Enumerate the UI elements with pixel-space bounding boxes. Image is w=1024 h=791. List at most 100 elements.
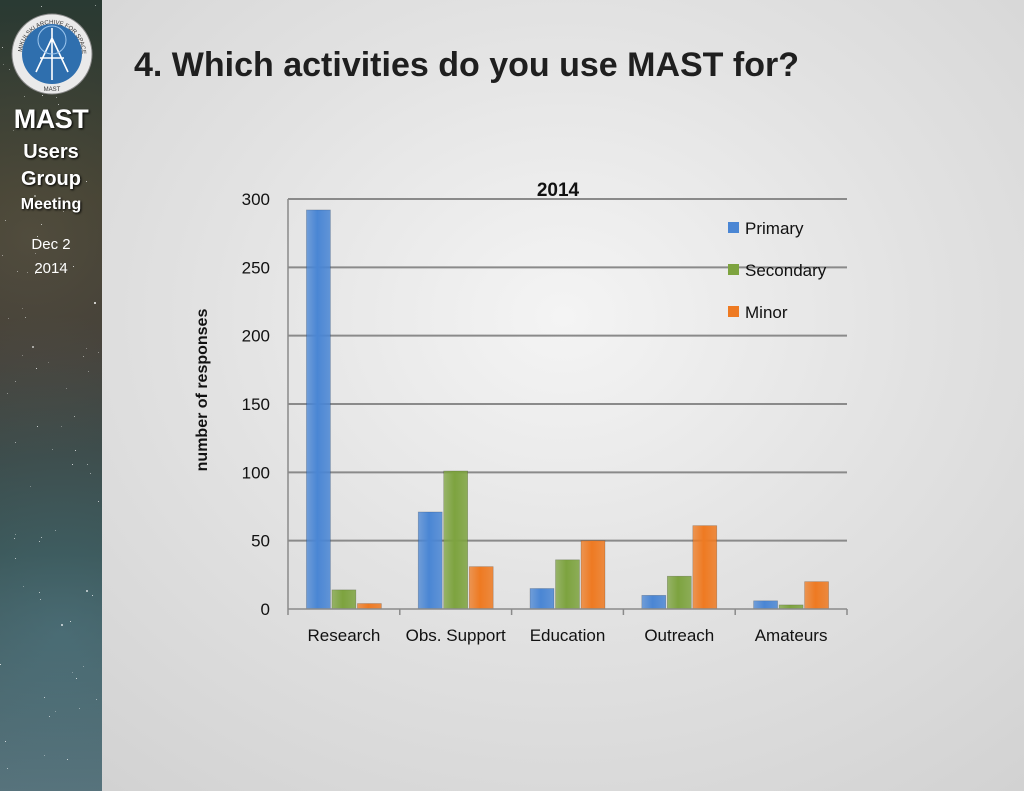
star-dot xyxy=(34,195,36,197)
bar-primary-amateurs xyxy=(753,600,778,610)
star-dot xyxy=(25,317,26,318)
sidebar-title-users: Users xyxy=(23,141,79,163)
slide-title: 4. Which activities do you use MAST for? xyxy=(134,46,799,84)
sidebar-title-mast: MAST xyxy=(13,104,89,134)
star-dot xyxy=(90,473,91,474)
star-dot xyxy=(2,255,3,256)
star-dot xyxy=(14,538,15,539)
star-dot xyxy=(35,253,36,254)
bar-minor-amateurs xyxy=(804,581,829,610)
logo-center-text: MAST xyxy=(44,87,61,93)
star-dot xyxy=(41,6,42,7)
x-tick-label: Outreach xyxy=(644,626,714,645)
star-dot xyxy=(22,308,23,309)
star-dot xyxy=(44,697,45,698)
bar-minor-obs-support xyxy=(468,566,494,610)
star-dot xyxy=(2,47,3,48)
star-dot xyxy=(55,711,56,712)
star-dot xyxy=(13,130,14,131)
star-dot xyxy=(65,183,66,184)
star-dot xyxy=(37,236,38,237)
bar-primary-obs-support xyxy=(417,511,443,610)
chart-title: 2014 xyxy=(537,180,580,201)
sidebar: MIKULSKI ARCHIVE FOR SPACE TELESCOPES MA… xyxy=(0,0,102,791)
bar-secondary-education xyxy=(555,559,580,610)
mast-logo: MIKULSKI ARCHIVE FOR SPACE TELESCOPES MA… xyxy=(8,8,94,96)
star-dot xyxy=(5,741,6,742)
y-tick-label: 100 xyxy=(242,463,270,482)
star-dot xyxy=(83,666,84,667)
sidebar-title-meeting: Meeting xyxy=(20,196,82,213)
meeting-date-year: 2014 xyxy=(34,260,68,277)
star-dot xyxy=(17,271,18,272)
star-dot xyxy=(72,672,73,673)
star-dot xyxy=(48,362,49,363)
star-dot xyxy=(76,678,77,679)
star-dot xyxy=(22,355,23,356)
star-dot xyxy=(56,97,57,98)
bar-minor-research xyxy=(357,603,382,610)
star-dot xyxy=(72,464,73,465)
star-dot xyxy=(95,5,96,6)
y-tick-label: 300 xyxy=(242,190,270,209)
bar-minor-outreach xyxy=(692,525,718,610)
star-dot xyxy=(70,621,71,622)
star-dot xyxy=(63,211,64,212)
star-dot xyxy=(15,558,16,559)
star-dot xyxy=(67,759,68,760)
y-tick-label: 150 xyxy=(242,395,270,414)
star-dot xyxy=(73,266,74,267)
star-dot xyxy=(58,104,59,105)
star-dot xyxy=(41,224,42,225)
star-dot xyxy=(94,302,96,304)
star-dot xyxy=(83,356,84,357)
star-dot xyxy=(9,69,10,70)
star-dot xyxy=(96,699,97,700)
x-tick-label: Obs. Support xyxy=(406,626,506,645)
legend-label-minor: Minor xyxy=(745,303,788,322)
star-dot xyxy=(66,388,67,389)
bar-secondary-outreach xyxy=(666,575,692,610)
star-dot xyxy=(8,318,9,319)
y-tick-label: 200 xyxy=(242,327,270,346)
star-dot xyxy=(87,464,88,465)
star-dot xyxy=(98,501,99,502)
star-dot xyxy=(32,346,34,348)
star-dot xyxy=(86,348,87,349)
y-tick-label: 250 xyxy=(242,258,270,277)
star-dot xyxy=(52,449,53,450)
star-dot xyxy=(15,534,16,535)
star-dot xyxy=(74,416,75,417)
star-dot xyxy=(3,64,4,65)
star-dot xyxy=(92,595,93,596)
star-dot xyxy=(86,590,88,592)
star-dot xyxy=(15,381,16,382)
star-dot xyxy=(24,96,25,97)
star-dot xyxy=(39,541,40,542)
x-tick-label: Research xyxy=(308,626,381,645)
bar-primary-research xyxy=(306,209,331,610)
bar-secondary-research xyxy=(331,589,357,610)
bar-minor-education xyxy=(580,540,606,610)
legend-swatch-secondary xyxy=(728,264,739,275)
star-dot xyxy=(30,486,31,487)
chart-legend: Primary Secondary Minor xyxy=(728,219,827,322)
x-tick-label: Education xyxy=(530,626,606,645)
star-dot xyxy=(40,599,41,600)
bar-primary-outreach xyxy=(641,595,667,610)
star-dot xyxy=(42,95,43,96)
star-dot xyxy=(15,442,16,443)
meeting-date-day: Dec 2 xyxy=(31,236,71,253)
star-dot xyxy=(49,716,50,717)
star-dot xyxy=(39,592,40,593)
x-tick-label: Amateurs xyxy=(755,626,828,645)
sidebar-title-group: Group xyxy=(21,168,81,190)
chart-bars xyxy=(306,209,829,610)
y-tick-label: 50 xyxy=(251,532,270,551)
star-dot xyxy=(23,586,24,587)
bar-primary-education xyxy=(529,588,555,610)
star-dot xyxy=(0,664,1,665)
star-dot xyxy=(75,450,76,451)
star-dot xyxy=(55,530,56,531)
y-tick-label: 0 xyxy=(261,600,270,619)
